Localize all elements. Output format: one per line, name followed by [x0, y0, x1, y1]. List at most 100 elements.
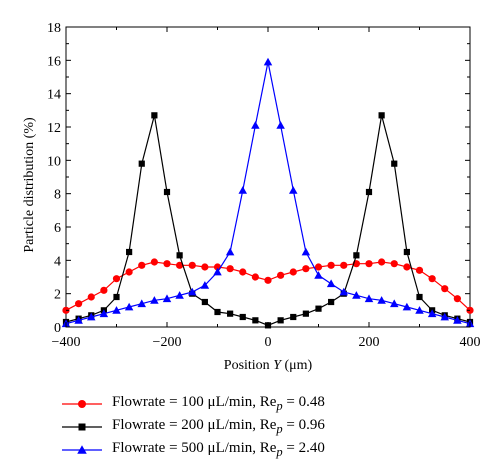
data-point-triangle	[301, 247, 311, 256]
y-tick-label: 0	[54, 321, 61, 336]
x-axis-label: Position Y (μm)	[224, 358, 313, 373]
plot-area	[61, 26, 475, 329]
y-tick-label: 14	[47, 88, 61, 103]
legend-item: Flowrate = 100 μL/min, Rep = 0.48	[62, 392, 325, 415]
y-tick-label: 12	[47, 121, 61, 136]
data-point-circle	[188, 261, 196, 269]
data-point-circle	[378, 258, 386, 266]
data-point-triangle	[415, 306, 424, 314]
data-point-circle	[403, 263, 411, 271]
data-point-circle	[201, 263, 209, 271]
data-point-triangle	[440, 312, 449, 321]
y-tick-label: 8	[54, 188, 61, 203]
series-line	[65, 61, 471, 325]
data-point-triangle	[251, 121, 260, 129]
data-point-triangle	[339, 287, 348, 296]
legend: Flowrate = 100 μL/min, Rep = 0.48 Flowrat…	[62, 392, 325, 461]
legend-swatch	[62, 423, 102, 430]
data-point-circle	[441, 285, 449, 293]
data-point-triangle	[74, 316, 83, 324]
data-point-triangle	[427, 309, 437, 318]
data-point-circle	[78, 399, 86, 408]
y-tick-label: 4	[54, 254, 61, 269]
data-point-square	[290, 313, 297, 321]
series-1	[62, 258, 474, 314]
legend-swatch	[62, 399, 102, 408]
data-point-circle	[112, 275, 121, 283]
data-point-triangle	[124, 302, 134, 311]
data-point-circle	[453, 295, 461, 303]
y-tick-label: 6	[54, 221, 61, 236]
data-point-triangle	[453, 316, 462, 324]
data-point-square	[126, 248, 133, 256]
data-point-circle	[239, 268, 247, 276]
data-point-square	[151, 112, 158, 119]
data-point-triangle	[377, 296, 386, 304]
data-point-square	[302, 310, 309, 317]
data-point-circle	[125, 268, 133, 276]
data-point-square	[328, 298, 335, 306]
data-point-circle	[264, 276, 272, 284]
data-point-circle	[138, 261, 146, 269]
data-point-circle	[327, 261, 335, 269]
series-2	[62, 112, 474, 329]
data-point-triangle	[225, 247, 235, 256]
data-point-square	[365, 188, 373, 196]
legend-label: Flowrate = 100 μL/min, Rep = 0.48	[112, 393, 325, 413]
data-point-circle	[251, 273, 259, 281]
data-point-square	[214, 308, 221, 316]
data-point-triangle	[402, 302, 412, 311]
data-point-square	[378, 112, 385, 119]
data-point-triangle	[99, 309, 109, 318]
series-line	[65, 115, 471, 326]
data-point-triangle	[289, 186, 298, 194]
data-point-triangle	[364, 294, 374, 303]
x-tick-label: 400	[460, 335, 481, 350]
data-point-square	[403, 248, 410, 256]
y-tick-label: 2	[54, 288, 61, 303]
data-point-circle	[277, 271, 285, 279]
data-point-square	[391, 160, 398, 167]
data-point-circle	[365, 260, 373, 268]
x-tick-label: −400	[52, 335, 81, 350]
y-tick-label: 18	[47, 21, 61, 36]
legend-item: Flowrate = 500 μL/min, Rep = 2.40	[62, 438, 325, 461]
data-point-triangle	[263, 57, 273, 66]
x-tick-label: 0	[265, 335, 272, 350]
data-point-triangle	[390, 299, 399, 308]
data-point-circle	[100, 286, 108, 294]
data-point-triangle	[188, 287, 197, 296]
data-point-circle	[302, 265, 310, 273]
data-point-square	[277, 317, 284, 324]
legend-label: Flowrate = 200 μL/min, Rep = 0.96	[112, 416, 325, 436]
data-point-triangle	[87, 312, 96, 321]
data-point-square	[416, 293, 423, 301]
data-point-square	[78, 423, 86, 430]
data-point-triangle	[276, 121, 285, 129]
data-point-triangle	[352, 291, 361, 299]
data-point-triangle	[137, 299, 146, 308]
data-point-triangle	[150, 296, 159, 304]
data-point-square	[239, 313, 246, 321]
x-tick-label: −200	[153, 335, 182, 350]
data-point-triangle	[175, 291, 184, 299]
data-point-square	[163, 188, 171, 196]
data-point-square	[138, 160, 145, 167]
data-point-square	[113, 293, 120, 301]
y-axis-label: Particle distribution (%)	[22, 117, 37, 253]
legend-label: Flowrate = 500 μL/min, Rep = 2.40	[112, 439, 325, 459]
axis-ticks: −400 −200 0 200 400 0 2 4 6 8 10 12 14 16 18	[47, 21, 481, 350]
data-point-circle	[176, 261, 184, 269]
data-point-triangle	[200, 281, 210, 289]
data-point-triangle	[314, 271, 323, 279]
data-point-circle	[75, 300, 83, 308]
data-point-circle	[415, 266, 424, 274]
data-point-square	[201, 298, 208, 306]
data-point-triangle	[238, 186, 247, 194]
data-point-square	[252, 317, 259, 324]
data-point-triangle	[213, 267, 222, 276]
data-point-circle	[340, 261, 348, 269]
data-point-square	[176, 252, 183, 259]
data-point-triangle	[77, 444, 87, 454]
